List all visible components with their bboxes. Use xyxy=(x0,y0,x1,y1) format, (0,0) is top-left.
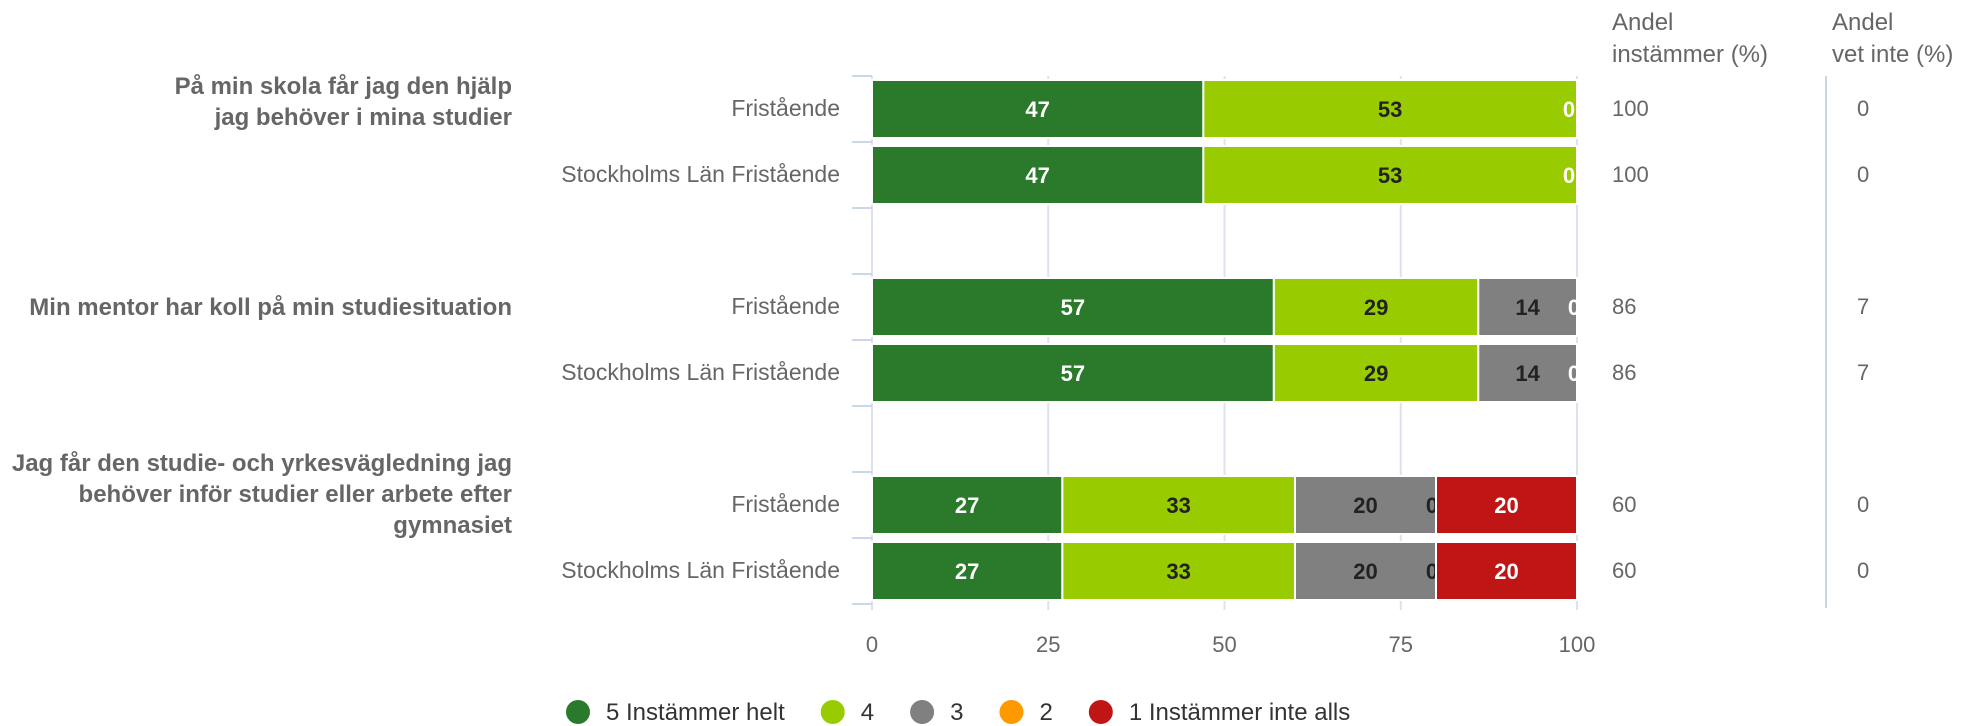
bar-data-label: 20 xyxy=(1353,559,1377,584)
legend-swatch xyxy=(910,700,935,724)
andel-vet-inte-value: 7 xyxy=(1857,360,1869,385)
x-tick-label: 25 xyxy=(1036,632,1060,657)
row-label: Fristående xyxy=(731,95,840,121)
andel-instammer-value: 86 xyxy=(1612,360,1636,385)
andel-vet-inte-value: 0 xyxy=(1857,492,1869,517)
bar-segment xyxy=(871,541,1064,601)
bar-segment xyxy=(871,343,1275,403)
legend-item[interactable]: 4 xyxy=(820,699,874,726)
group-label: jag behöver i mina studier xyxy=(214,104,512,131)
row-label: Fristående xyxy=(731,293,840,319)
group-label: behöver inför studier eller arbete efter xyxy=(79,481,512,508)
bar-segment xyxy=(871,145,1205,205)
x-axis-ticks: 0 25 50 75 100 xyxy=(866,632,1595,657)
bar-data-label: 53 xyxy=(1378,163,1402,188)
bar-data-label: 0 xyxy=(1568,295,1580,320)
bar-data-label: 29 xyxy=(1364,295,1388,320)
bar-data-label: 20 xyxy=(1353,493,1377,518)
bar-data-label: 33 xyxy=(1166,493,1190,518)
x-tick-label: 50 xyxy=(1212,632,1236,657)
x-tick-label: 100 xyxy=(1559,632,1596,657)
legend-swatch xyxy=(566,700,590,724)
bar-segment xyxy=(1202,79,1578,139)
bar-data-label: 0 xyxy=(1568,361,1580,386)
bar-segment xyxy=(1294,475,1437,535)
bar-data-label: 47 xyxy=(1025,163,1049,188)
andel-instammer-value: 60 xyxy=(1612,558,1636,583)
group-label: På min skola får jag den hjälp xyxy=(175,73,512,100)
bar-segment xyxy=(871,475,1064,535)
row-label: Stockholms Län Fristående xyxy=(561,557,840,583)
bar-data-label: 27 xyxy=(955,493,979,518)
legend-swatch xyxy=(820,700,845,724)
bar-segment xyxy=(1061,475,1296,535)
category-axis xyxy=(852,75,872,605)
column-header: instämmer (%) xyxy=(1612,41,1768,68)
extra-columns: 100 0 100 0 86 7 86 7 60 0 60 0 Andel instämmer (%) An… xyxy=(1612,9,1953,608)
bar-data-label: 57 xyxy=(1061,295,1085,320)
legend-label: 3 xyxy=(950,699,963,726)
andel-instammer-value: 100 xyxy=(1612,96,1649,121)
bar-segment xyxy=(1272,277,1480,337)
bar-data-label: 0 xyxy=(1563,97,1575,122)
legend[interactable]: 5 Instämmer helt 4 3 2 1 Instämmer inte alls xyxy=(566,699,1350,726)
group-label: gymnasiet xyxy=(393,512,512,539)
andel-instammer-value: 60 xyxy=(1612,492,1636,517)
bar-data-label: 47 xyxy=(1025,97,1049,122)
bar-data-label: 57 xyxy=(1061,361,1085,386)
row-label: Fristående xyxy=(731,491,840,517)
bar-segment xyxy=(1477,343,1579,403)
andel-vet-inte-value: 0 xyxy=(1857,96,1869,121)
legend-label: 2 xyxy=(1039,699,1052,726)
column-header: Andel xyxy=(1612,9,1673,36)
column-header: vet inte (%) xyxy=(1832,41,1953,68)
legend-item[interactable]: 2 xyxy=(999,699,1053,726)
bar-data-label: 33 xyxy=(1166,559,1190,584)
andel-vet-inte-value: 7 xyxy=(1857,294,1869,319)
group-label: Jag får den studie- och yrkesvägledning … xyxy=(12,450,512,477)
x-tick-label: 75 xyxy=(1389,632,1413,657)
bar-data-label: 0 xyxy=(1563,163,1575,188)
row-label: Stockholms Län Fristående xyxy=(561,161,840,187)
legend-label: 5 Instämmer helt xyxy=(606,699,785,726)
legend-item[interactable]: 5 Instämmer helt xyxy=(566,699,785,726)
y-axis-labels: Fristående Stockholms Län Fristående På mi… xyxy=(12,73,840,583)
bar-data-label: 14 xyxy=(1515,295,1540,320)
andel-vet-inte-value: 0 xyxy=(1857,558,1869,583)
x-tick-label: 0 xyxy=(866,632,878,657)
legend-swatch xyxy=(999,700,1024,724)
bar-data-label: 27 xyxy=(955,559,979,584)
bar-segment xyxy=(1435,475,1578,535)
bar-segment xyxy=(1435,541,1578,601)
andel-instammer-value: 86 xyxy=(1612,294,1636,319)
group-label: Min mentor har koll på min studiesituati… xyxy=(29,294,512,321)
legend-item[interactable]: 1 Instämmer inte alls xyxy=(1088,699,1350,726)
legend-swatch xyxy=(1088,700,1113,724)
bar-segment xyxy=(1477,277,1579,337)
legend-label: 1 Instämmer inte alls xyxy=(1129,699,1350,726)
bar-data-label: 20 xyxy=(1494,493,1518,518)
bar-data-label: 20 xyxy=(1494,559,1518,584)
bar-segment xyxy=(1294,541,1437,601)
row-label: Stockholms Län Fristående xyxy=(561,359,840,385)
legend-label: 4 xyxy=(861,699,874,726)
column-header: Andel xyxy=(1832,9,1893,36)
bar-data-label: 14 xyxy=(1515,361,1540,386)
andel-vet-inte-value: 0 xyxy=(1857,162,1869,187)
bar-data-label: 53 xyxy=(1378,97,1402,122)
bar-data-label: 29 xyxy=(1364,361,1388,386)
andel-instammer-value: 100 xyxy=(1612,162,1649,187)
legend-item[interactable]: 3 xyxy=(910,699,963,726)
bar-segment xyxy=(1202,145,1578,205)
